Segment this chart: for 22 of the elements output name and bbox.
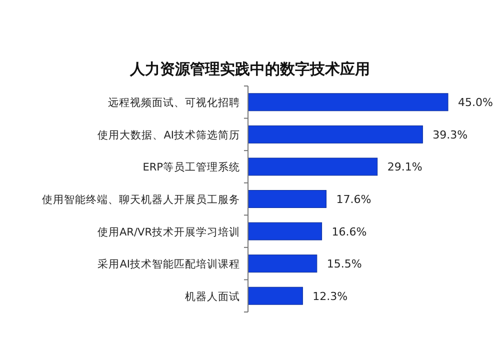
data-label: 12.3% [312,290,348,303]
bar [248,222,322,240]
data-label: 16.6% [332,225,367,238]
data-label: 29.1% [387,160,422,174]
bar [248,158,378,176]
chart-title: 人力资源管理实践中的数字技术应用 [129,60,370,78]
y-tick-label: 采用AI技术智能匹配培训课程 [98,258,240,271]
data-label: 17.6% [336,193,372,206]
bar [248,93,448,112]
y-tick-label: 使用大数据、AI技术筛选简历 [98,128,240,142]
bar [248,125,423,144]
data-label: 15.5% [326,258,362,271]
bar [248,254,318,273]
y-tick-label: 机器人面试 [185,290,240,303]
data-label: 39.3% [432,128,468,142]
data-label: 45.0% [458,96,493,110]
y-tick-label: 使用智能终端、聊天机器人开展员工服务 [42,193,240,206]
y-tick-label: 使用AR/VR技术开展学习培训 [98,225,240,238]
y-tick-label: ERP等员工管理系统 [142,160,240,174]
bar [248,286,303,305]
bar [248,190,326,208]
y-tick-label: 远程视频面试、可视化招聘 [108,96,240,110]
